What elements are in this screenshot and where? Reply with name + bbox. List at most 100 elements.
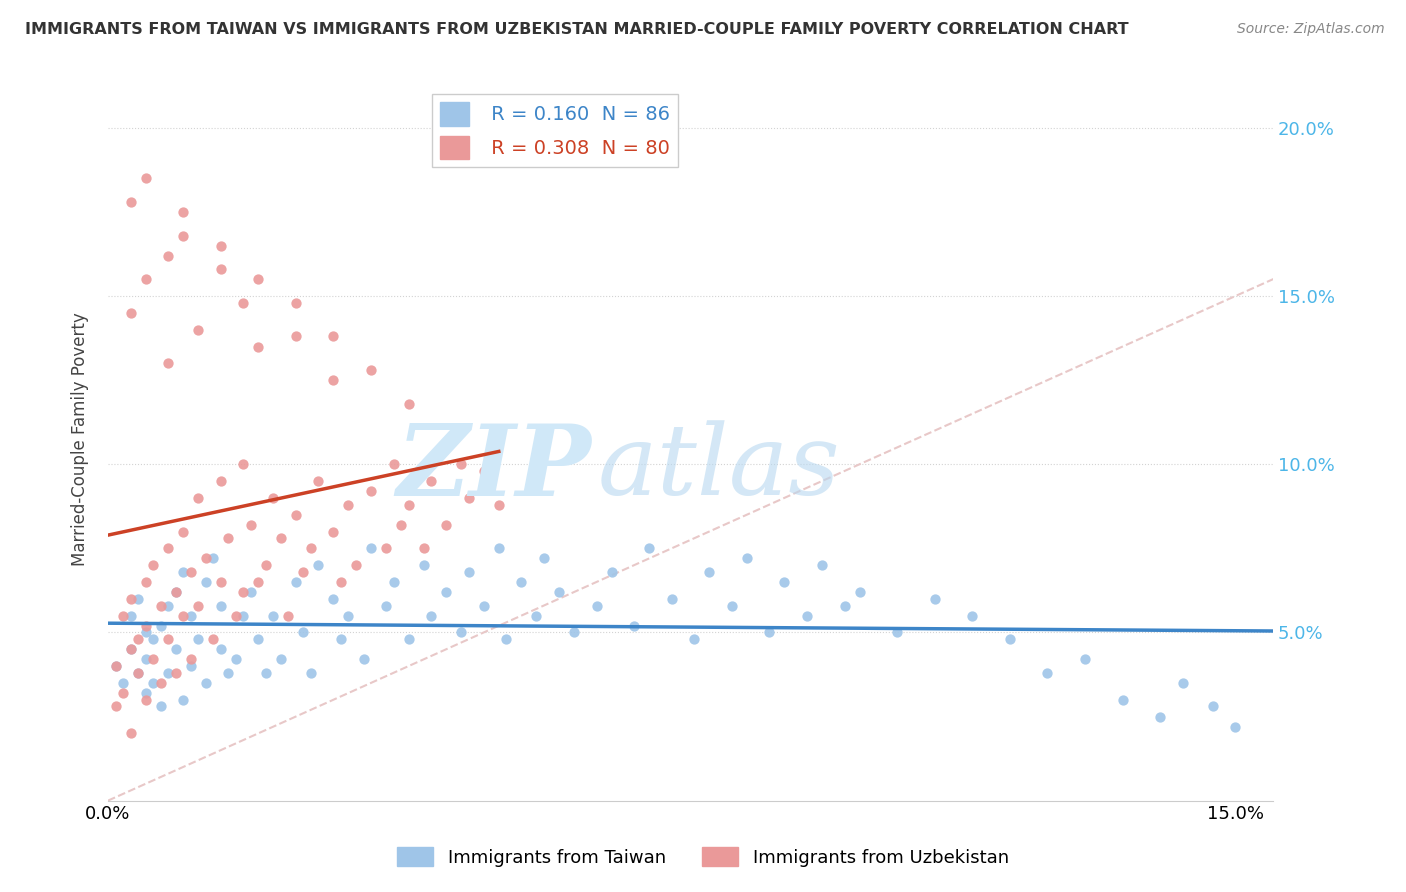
Point: [120, 306, 142, 320]
Point: [322, 329, 344, 343]
Point: [217, 665, 239, 680]
Point: [1111, 692, 1133, 706]
Point: [307, 474, 329, 488]
Point: [172, 205, 194, 219]
Point: [111, 676, 134, 690]
Point: [165, 585, 187, 599]
Point: [254, 665, 277, 680]
Point: [886, 625, 908, 640]
Point: [157, 356, 180, 370]
Point: [962, 608, 984, 623]
Point: [1171, 676, 1194, 690]
Point: [209, 262, 232, 277]
Text: Source: ZipAtlas.com: Source: ZipAtlas.com: [1237, 22, 1385, 37]
Point: [375, 541, 398, 556]
Point: [337, 498, 360, 512]
Point: [135, 692, 157, 706]
Point: [284, 574, 307, 589]
Point: [758, 625, 780, 640]
Point: [165, 665, 187, 680]
Point: [299, 665, 322, 680]
Point: [472, 599, 495, 613]
Text: IMMIGRANTS FROM TAIWAN VS IMMIGRANTS FROM UZBEKISTAN MARRIED-COUPLE FAMILY POVER: IMMIGRANTS FROM TAIWAN VS IMMIGRANTS FRO…: [25, 22, 1129, 37]
Point: [104, 659, 127, 673]
Point: [683, 632, 706, 647]
Point: [292, 565, 315, 579]
Point: [488, 541, 510, 556]
Point: [232, 295, 254, 310]
Point: [247, 574, 270, 589]
Point: [375, 599, 398, 613]
Point: [495, 632, 517, 647]
Point: [924, 591, 946, 606]
Point: [180, 659, 202, 673]
Point: [232, 457, 254, 471]
Legend: Immigrants from Taiwan, Immigrants from Uzbekistan: Immigrants from Taiwan, Immigrants from …: [389, 840, 1017, 874]
Point: [262, 491, 284, 505]
Point: [412, 541, 434, 556]
Point: [284, 508, 307, 522]
Point: [202, 551, 225, 566]
Point: [209, 474, 232, 488]
Point: [796, 608, 818, 623]
Point: [284, 295, 307, 310]
Point: [360, 541, 382, 556]
Point: [322, 373, 344, 387]
Point: [382, 574, 405, 589]
Point: [209, 642, 232, 657]
Point: [1225, 720, 1247, 734]
Point: [202, 632, 225, 647]
Point: [292, 625, 315, 640]
Text: atlas: atlas: [598, 420, 839, 516]
Point: [135, 171, 157, 186]
Point: [510, 574, 533, 589]
Point: [157, 632, 180, 647]
Point: [172, 608, 194, 623]
Point: [142, 676, 165, 690]
Point: [488, 498, 510, 512]
Point: [307, 558, 329, 573]
Point: [225, 652, 247, 666]
Point: [412, 558, 434, 573]
Point: [322, 524, 344, 539]
Point: [127, 632, 149, 647]
Point: [149, 618, 172, 632]
Point: [398, 397, 420, 411]
Point: [135, 618, 157, 632]
Legend:  R = 0.160  N = 86,  R = 0.308  N = 80: R = 0.160 N = 86, R = 0.308 N = 80: [432, 95, 678, 167]
Point: [157, 249, 180, 263]
Point: [120, 608, 142, 623]
Point: [434, 585, 457, 599]
Point: [735, 551, 758, 566]
Point: [254, 558, 277, 573]
Point: [149, 599, 172, 613]
Point: [165, 585, 187, 599]
Point: [1074, 652, 1097, 666]
Point: [337, 608, 360, 623]
Point: [434, 517, 457, 532]
Point: [225, 608, 247, 623]
Point: [330, 632, 353, 647]
Point: [157, 541, 180, 556]
Point: [232, 608, 254, 623]
Point: [398, 632, 420, 647]
Point: [180, 652, 202, 666]
Point: [135, 652, 157, 666]
Point: [135, 574, 157, 589]
Point: [585, 599, 607, 613]
Point: [247, 272, 270, 286]
Point: [194, 676, 217, 690]
Point: [104, 659, 127, 673]
Point: [239, 585, 262, 599]
Point: [360, 363, 382, 377]
Point: [194, 574, 217, 589]
Point: [472, 464, 495, 478]
Point: [120, 591, 142, 606]
Point: [277, 608, 299, 623]
Y-axis label: Married-Couple Family Poverty: Married-Couple Family Poverty: [72, 312, 89, 566]
Point: [623, 618, 645, 632]
Point: [330, 574, 353, 589]
Point: [120, 194, 142, 209]
Point: [1149, 709, 1171, 723]
Point: [773, 574, 796, 589]
